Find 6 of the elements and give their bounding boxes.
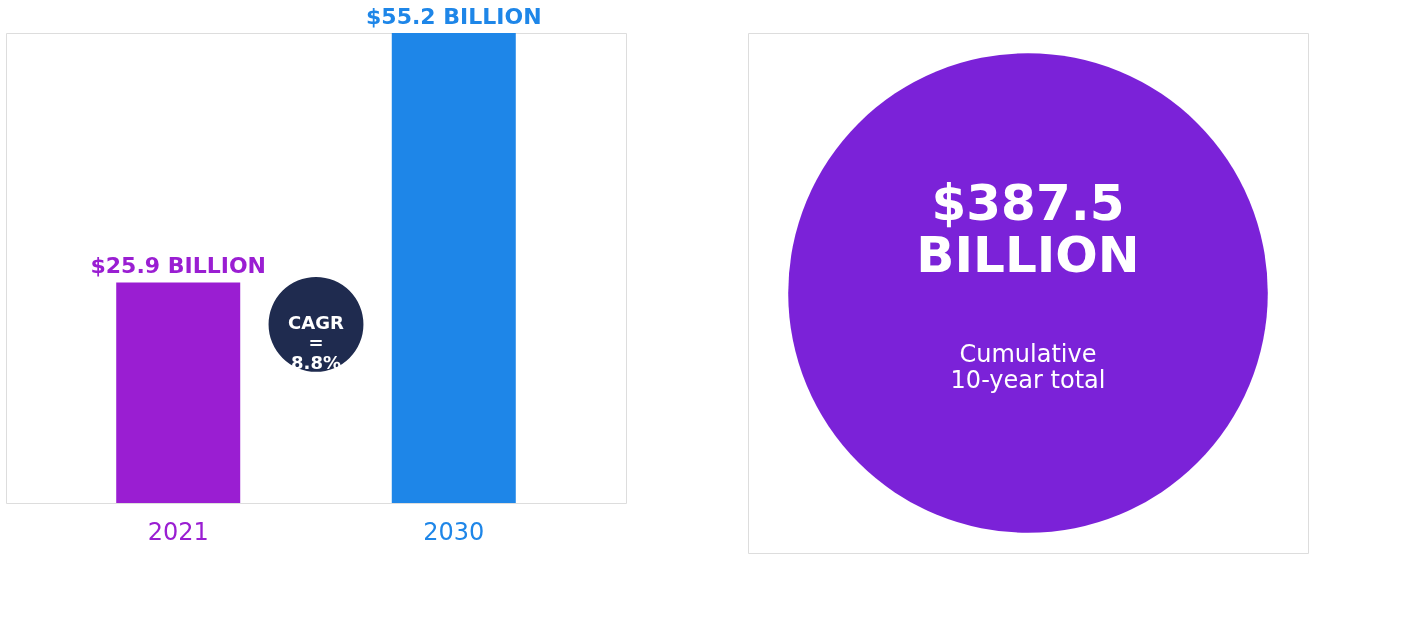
data-label: $55.2 BILLION [366, 4, 542, 29]
x-tick-label: 2021 [147, 518, 209, 546]
text: $387.5 BILLION [916, 173, 1140, 284]
data-label: $25.9 BILLION [90, 253, 266, 279]
x-tick-label: 2030 [423, 518, 485, 546]
text: Cumulative 10-year total [950, 339, 1106, 394]
